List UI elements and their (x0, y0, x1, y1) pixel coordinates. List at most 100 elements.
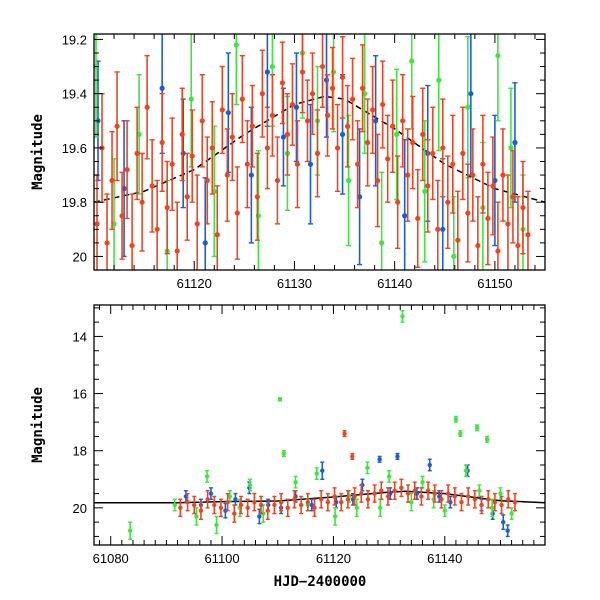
data-point (440, 145, 446, 151)
data-point (342, 431, 347, 436)
data-point (432, 491, 437, 496)
data-point (309, 502, 314, 508)
data-point (350, 454, 355, 459)
data-point (395, 454, 400, 459)
data-point (395, 199, 401, 205)
data-point (453, 417, 459, 422)
data-point (463, 468, 469, 473)
data-point (506, 497, 511, 502)
data-point (292, 497, 297, 502)
data-point (370, 107, 376, 113)
data-point (232, 511, 237, 516)
data-point (405, 172, 411, 178)
data-point (94, 221, 100, 227)
data-point (498, 491, 503, 496)
data-point (289, 101, 296, 108)
data-point (281, 451, 287, 456)
data-point (442, 508, 447, 513)
x-tick-label: 61140 (377, 276, 412, 291)
data-point (285, 505, 290, 511)
full-series-red (178, 430, 518, 523)
data-point (415, 215, 421, 222)
data-point (486, 497, 491, 502)
data-point (339, 131, 346, 137)
data-point (134, 150, 140, 156)
data-point (319, 63, 326, 70)
data-point (299, 69, 306, 75)
data-point (109, 177, 115, 184)
data-point (212, 502, 217, 508)
data-point (359, 491, 364, 496)
data-point (204, 474, 210, 479)
data-point (499, 502, 504, 508)
data-point (484, 437, 490, 442)
data-point (440, 226, 446, 232)
data-point (468, 91, 474, 97)
data-point (169, 161, 175, 167)
x-tick-label: 61120 (316, 551, 351, 566)
data-point (345, 177, 352, 184)
data-point (380, 101, 386, 108)
data-point (501, 519, 506, 525)
data-point (512, 139, 518, 146)
data-point (324, 112, 331, 118)
data-point (379, 240, 385, 246)
data-point (209, 145, 215, 151)
zoomed-model-curve (94, 95, 545, 203)
data-point (269, 63, 275, 70)
data-point (419, 494, 424, 499)
data-point (323, 77, 330, 83)
data-point (198, 508, 204, 513)
data-point (218, 505, 224, 511)
zoomed-light-curve-panel: 61120 61130 61140 61150 19.2 19.4 19.6 19.8 20 M… (30, 32, 546, 291)
data-point (261, 511, 266, 516)
data-point (214, 232, 220, 238)
data-point (269, 112, 275, 118)
data-point (450, 161, 456, 167)
full-y-axis-title: Magnitude (30, 387, 46, 463)
data-point (304, 118, 311, 124)
data-point (224, 172, 230, 178)
x-tick-label: 61140 (427, 551, 462, 566)
data-point (508, 145, 514, 151)
data-point (179, 131, 185, 137)
x-tick-label: 61100 (204, 551, 239, 566)
data-point (420, 479, 425, 485)
data-point (104, 240, 110, 246)
data-point (239, 96, 245, 102)
data-point (425, 183, 431, 189)
data-point (159, 85, 165, 91)
data-point (174, 248, 180, 254)
data-point (400, 314, 405, 319)
data-point (329, 85, 336, 91)
y-tick-label: 19.2 (62, 32, 87, 47)
data-point (392, 488, 397, 493)
data-point (379, 488, 384, 493)
data-point (409, 499, 414, 505)
data-point (375, 177, 381, 184)
data-point (465, 210, 471, 216)
y-tick-label: 19.8 (62, 195, 87, 210)
data-point (229, 134, 235, 140)
data-point (365, 465, 370, 471)
data-point (208, 491, 214, 496)
data-point (204, 177, 210, 184)
data-point (257, 514, 262, 519)
data-point (159, 139, 165, 146)
data-point (184, 194, 190, 200)
data-point (178, 505, 183, 511)
data-point (312, 505, 317, 511)
data-point (225, 110, 231, 116)
data-point (280, 134, 287, 140)
data-point (352, 494, 357, 499)
data-point (293, 104, 300, 110)
data-point (284, 131, 291, 137)
full-series-green (127, 310, 514, 540)
y-tick-label: 20 (73, 249, 87, 264)
data-point (365, 497, 371, 502)
data-point (500, 172, 506, 178)
x-tick-label: 61120 (177, 276, 212, 291)
data-point (354, 161, 361, 167)
data-point (332, 514, 338, 519)
